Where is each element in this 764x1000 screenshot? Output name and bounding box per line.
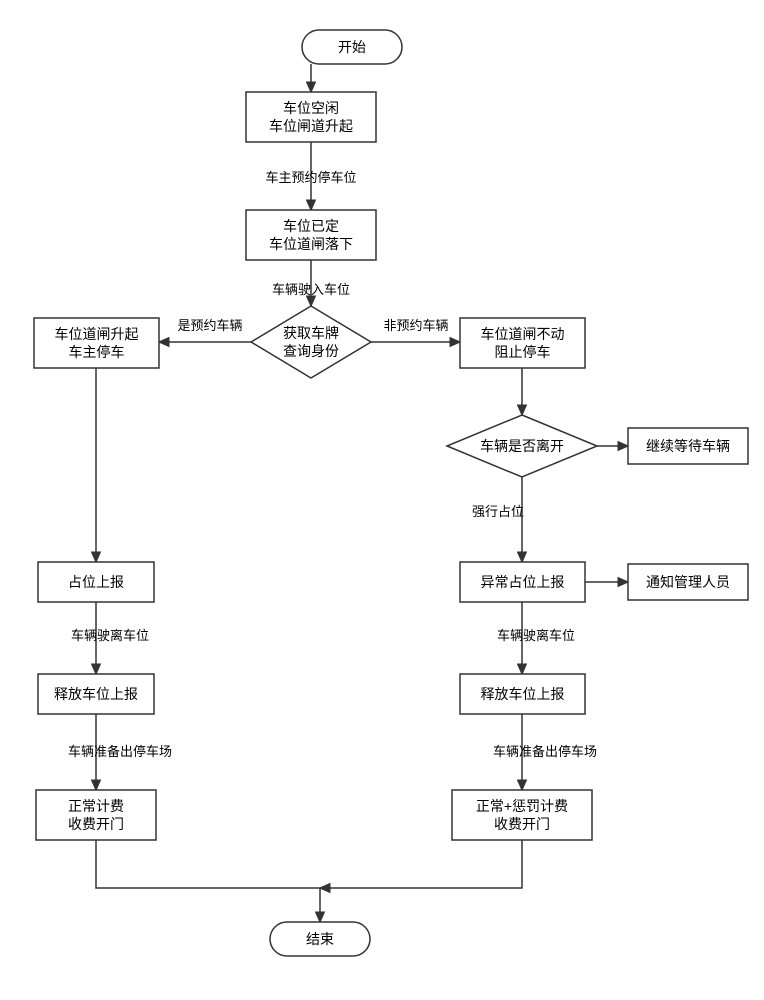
svg-text:继续等待车辆: 继续等待车辆 (646, 438, 730, 454)
svg-text:异常占位上报: 异常占位上报 (481, 574, 565, 590)
svg-text:非预约车辆: 非预约车辆 (383, 318, 448, 333)
svg-text:车位闸道升起: 车位闸道升起 (269, 118, 353, 134)
node-rel2: 释放车位上报 (460, 674, 585, 714)
node-notify: 通知管理人员 (628, 564, 748, 600)
node-rise: 车位道闸升起车主停车 (34, 318, 159, 368)
node-idle: 车位空闲车位闸道升起 (246, 92, 376, 142)
svg-text:是预约车辆: 是预约车辆 (177, 318, 242, 333)
node-noMove: 车位道闸不动阻止停车 (460, 318, 585, 368)
svg-text:车辆准备出停车场: 车辆准备出停车场 (493, 744, 597, 759)
node-occupy: 占位上报 (38, 562, 154, 602)
svg-text:车位空闲: 车位空闲 (283, 100, 339, 116)
svg-text:车位道闸升起: 车位道闸升起 (55, 326, 139, 342)
flowchart: 车主预约停车位车辆驶入车位是预约车辆非预约车辆强行占位车辆驶离车位车辆驶离车位车… (0, 0, 764, 1000)
svg-text:强行占位: 强行占位 (472, 504, 524, 519)
node-booked: 车位已定车位道闸落下 (246, 210, 376, 260)
svg-text:开始: 开始 (338, 39, 366, 55)
node-rel1: 释放车位上报 (38, 674, 154, 714)
node-wait: 继续等待车辆 (628, 428, 748, 464)
svg-text:阻止停车: 阻止停车 (495, 344, 551, 360)
edge (320, 840, 522, 888)
svg-text:释放车位上报: 释放车位上报 (54, 686, 138, 702)
svg-text:收费开门: 收费开门 (68, 816, 124, 832)
svg-text:车位道闸不动: 车位道闸不动 (481, 326, 565, 342)
svg-text:正常计费: 正常计费 (68, 798, 124, 814)
node-check: 获取车牌查询身份 (251, 306, 371, 378)
node-start: 开始 (302, 30, 402, 64)
svg-text:占位上报: 占位上报 (68, 574, 124, 590)
node-abn: 异常占位上报 (460, 562, 585, 602)
svg-text:通知管理人员: 通知管理人员 (646, 574, 730, 590)
svg-text:收费开门: 收费开门 (494, 816, 550, 832)
node-fee2: 正常+惩罚计费收费开门 (452, 790, 592, 840)
svg-text:车位已定: 车位已定 (283, 218, 339, 234)
svg-text:车辆驶入车位: 车辆驶入车位 (272, 282, 350, 297)
svg-text:车辆是否离开: 车辆是否离开 (480, 438, 564, 454)
svg-text:正常+惩罚计费: 正常+惩罚计费 (476, 798, 568, 814)
node-fee1: 正常计费收费开门 (36, 790, 156, 840)
svg-text:车主预约停车位: 车主预约停车位 (265, 170, 356, 185)
edge (96, 840, 320, 922)
svg-text:车位道闸落下: 车位道闸落下 (269, 236, 353, 252)
node-leave: 车辆是否离开 (447, 415, 597, 477)
node-end: 结束 (270, 922, 370, 956)
svg-text:车主停车: 车主停车 (69, 344, 125, 360)
svg-text:查询身份: 查询身份 (283, 343, 339, 359)
svg-text:结束: 结束 (306, 931, 334, 947)
svg-text:车辆驶离车位: 车辆驶离车位 (71, 628, 149, 643)
svg-text:释放车位上报: 释放车位上报 (481, 686, 565, 702)
svg-text:车辆准备出停车场: 车辆准备出停车场 (68, 744, 172, 759)
svg-text:车辆驶离车位: 车辆驶离车位 (497, 628, 575, 643)
svg-text:获取车牌: 获取车牌 (283, 325, 339, 341)
